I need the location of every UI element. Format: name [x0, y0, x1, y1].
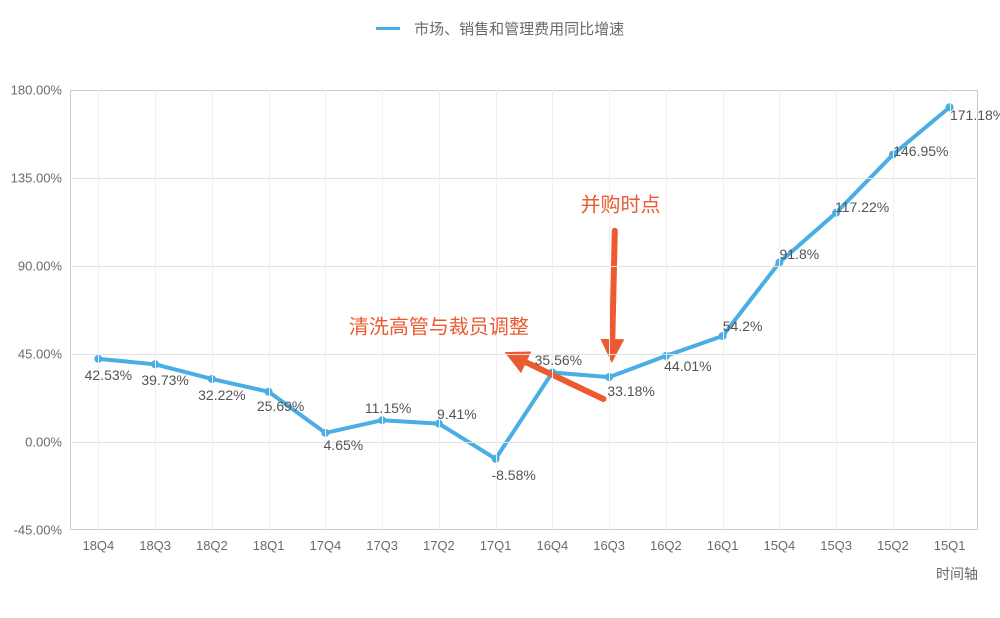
x-tick-label: 15Q1: [934, 538, 966, 553]
data-label: 44.01%: [664, 358, 711, 374]
data-label: 32.22%: [198, 387, 245, 403]
x-tick-label: 18Q2: [196, 538, 228, 553]
data-label: 171.18%: [950, 107, 1000, 123]
x-gridline: [212, 90, 213, 530]
y-tick-label: 180.00%: [11, 83, 62, 98]
series-line: [98, 107, 949, 459]
data-label: 33.18%: [607, 383, 654, 399]
data-label: 9.41%: [437, 406, 477, 422]
x-tick-label: 18Q1: [253, 538, 285, 553]
x-tick-label: 17Q2: [423, 538, 455, 553]
y-gridline: [70, 354, 978, 355]
x-gridline: [950, 90, 951, 530]
x-gridline: [552, 90, 553, 530]
data-label: 11.15%: [365, 400, 411, 416]
annotation-text: 清洗高管与裁员调整: [349, 310, 529, 339]
x-tick-label: 15Q4: [763, 538, 795, 553]
y-gridline: [70, 266, 978, 267]
x-tick-label: 16Q3: [593, 538, 625, 553]
data-label: 4.65%: [324, 437, 364, 453]
x-gridline: [98, 90, 99, 530]
y-gridline: [70, 178, 978, 179]
data-label: 146.95%: [893, 143, 948, 159]
y-tick-label: 135.00%: [11, 171, 62, 186]
data-label: 25.69%: [257, 398, 304, 414]
data-label: 91.8%: [780, 246, 820, 262]
y-tick-label: 0.00%: [25, 435, 62, 450]
x-gridline: [666, 90, 667, 530]
annotation-text: 并购时点: [580, 189, 660, 218]
data-label: -8.58%: [491, 467, 535, 483]
y-tick-label: -45.00%: [14, 523, 62, 538]
x-tick-label: 16Q4: [536, 538, 568, 553]
x-tick-label: 17Q1: [480, 538, 512, 553]
x-gridline: [836, 90, 837, 530]
x-gridline: [779, 90, 780, 530]
x-gridline: [155, 90, 156, 530]
x-tick-label: 18Q4: [82, 538, 114, 553]
data-label: 117.22%: [835, 199, 889, 215]
y-gridline: [70, 442, 978, 443]
legend-label: 市场、销售和管理费用同比增速: [414, 21, 624, 38]
data-label: 54.2%: [723, 318, 763, 334]
x-tick-label: 17Q3: [366, 538, 398, 553]
x-tick-label: 15Q3: [820, 538, 852, 553]
x-gridline: [269, 90, 270, 530]
data-label: 39.73%: [141, 372, 188, 388]
x-axis-title: 时间轴: [936, 564, 978, 584]
x-gridline: [609, 90, 610, 530]
chart-root: 市场、销售和管理费用同比增速 时间轴 -45.00%0.00%45.00%90.…: [0, 0, 1000, 618]
x-tick-label: 16Q1: [707, 538, 739, 553]
legend: 市场、销售和管理费用同比增速: [0, 18, 1000, 39]
data-label: 42.53%: [85, 367, 132, 383]
x-gridline: [723, 90, 724, 530]
y-tick-label: 45.00%: [18, 347, 62, 362]
x-tick-label: 16Q2: [650, 538, 682, 553]
x-tick-label: 18Q3: [139, 538, 171, 553]
legend-swatch: [376, 27, 400, 30]
x-tick-label: 15Q2: [877, 538, 909, 553]
data-label: 35.56%: [535, 352, 582, 368]
y-tick-label: 90.00%: [18, 259, 62, 274]
x-tick-label: 17Q4: [309, 538, 341, 553]
plot-area: 时间轴 -45.00%0.00%45.00%90.00%135.00%180.0…: [70, 90, 978, 530]
x-gridline: [325, 90, 326, 530]
